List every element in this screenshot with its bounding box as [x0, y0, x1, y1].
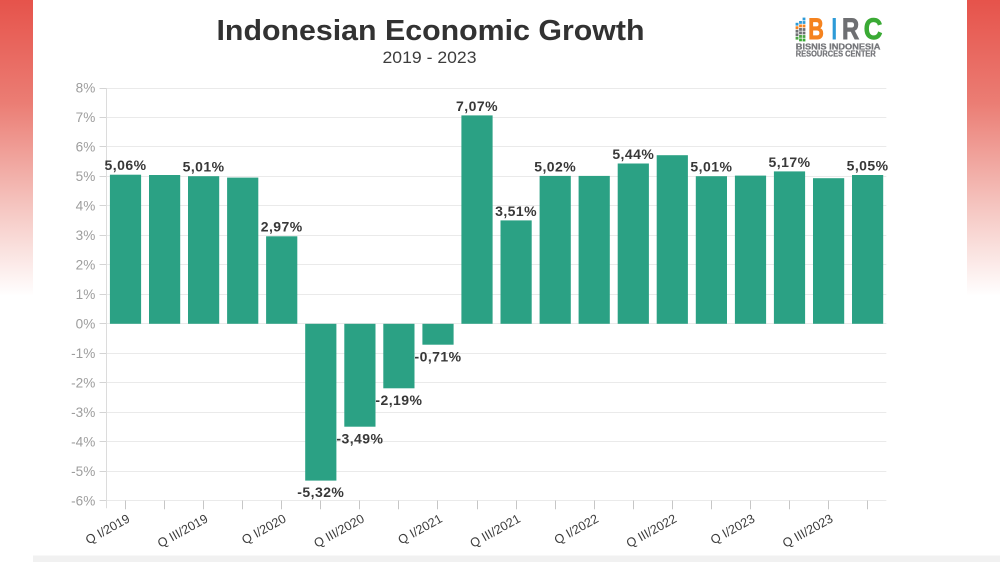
svg-text:C: C	[864, 13, 883, 46]
svg-text:-2,19%: -2,19%	[375, 392, 422, 408]
svg-text:5,17%: 5,17%	[769, 154, 811, 170]
svg-text:2%: 2%	[76, 258, 96, 273]
svg-text:7%: 7%	[76, 110, 96, 125]
svg-text:3%: 3%	[76, 228, 96, 243]
svg-text:5,06%: 5,06%	[105, 157, 147, 173]
svg-text:Indonesian Economic Growth: Indonesian Economic Growth	[217, 15, 645, 47]
svg-text:I: I	[832, 13, 837, 46]
svg-text:-3%: -3%	[71, 405, 95, 420]
svg-text:2,97%: 2,97%	[261, 219, 303, 235]
svg-text:5,01%: 5,01%	[690, 159, 732, 175]
svg-text:5,05%: 5,05%	[847, 157, 889, 173]
svg-text:5,01%: 5,01%	[183, 159, 225, 175]
svg-text:B: B	[808, 13, 824, 46]
svg-text:-1%: -1%	[71, 346, 95, 361]
svg-text:4%: 4%	[76, 199, 96, 214]
svg-text:-0,71%: -0,71%	[414, 348, 461, 364]
svg-text:-6%: -6%	[71, 493, 95, 508]
svg-text:R: R	[842, 13, 859, 46]
svg-text:6%: 6%	[76, 140, 96, 155]
svg-text:5,44%: 5,44%	[612, 146, 654, 162]
svg-text:0%: 0%	[76, 317, 96, 332]
svg-text:3,51%: 3,51%	[495, 203, 537, 219]
svg-text:-5,32%: -5,32%	[297, 484, 344, 500]
svg-text:BISNIS INDONESIA: BISNIS INDONESIA	[796, 42, 881, 51]
svg-text:RESOURCES CENTER: RESOURCES CENTER	[796, 50, 876, 59]
svg-text:-5%: -5%	[71, 464, 95, 479]
svg-text:5%: 5%	[76, 169, 96, 184]
svg-text:5,02%: 5,02%	[534, 158, 576, 174]
svg-text:-3,49%: -3,49%	[336, 430, 383, 446]
svg-text:8%: 8%	[76, 81, 96, 96]
svg-text:7,07%: 7,07%	[456, 98, 498, 114]
svg-text:1%: 1%	[76, 287, 96, 302]
svg-text:2019 - 2023: 2019 - 2023	[383, 48, 477, 67]
svg-text:-4%: -4%	[71, 434, 95, 449]
svg-text:-2%: -2%	[71, 375, 95, 390]
